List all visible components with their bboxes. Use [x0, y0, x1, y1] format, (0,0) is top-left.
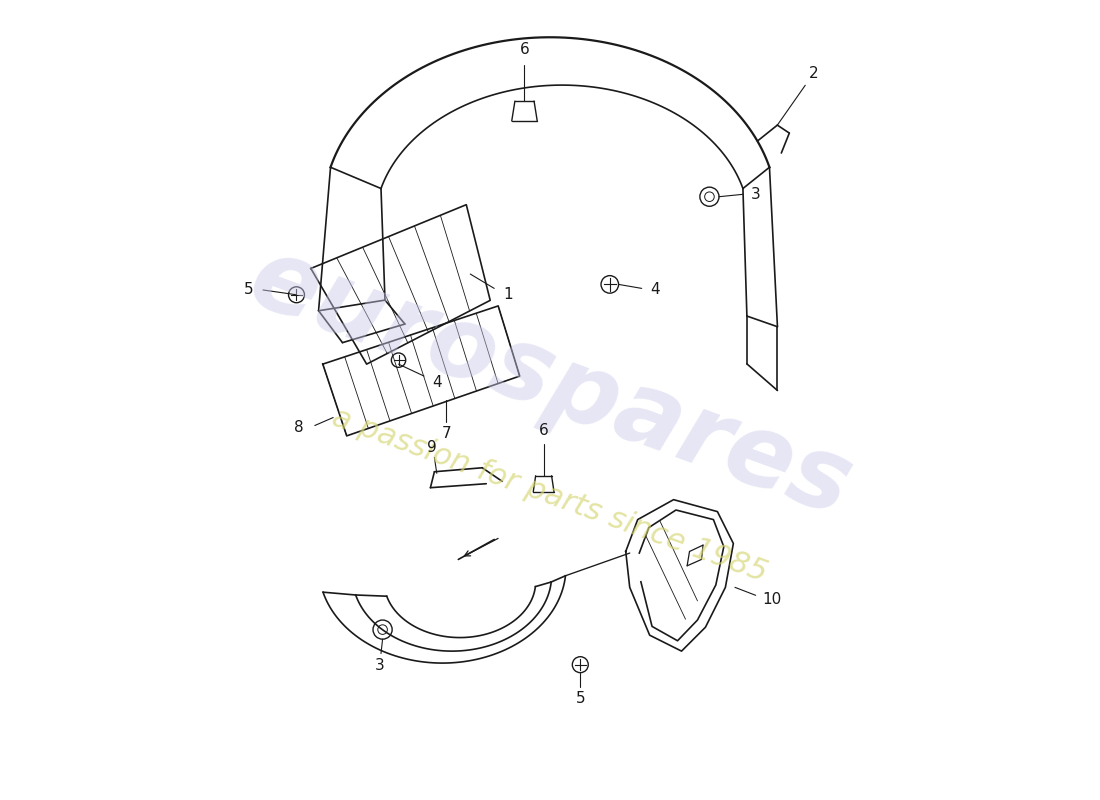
- Text: 3: 3: [374, 658, 384, 673]
- Text: 4: 4: [432, 375, 441, 390]
- Text: eurospares: eurospares: [236, 230, 864, 538]
- Text: a passion for parts since 1985: a passion for parts since 1985: [329, 403, 771, 588]
- Text: 3: 3: [751, 187, 760, 202]
- Text: 10: 10: [762, 592, 781, 607]
- Text: 9: 9: [427, 440, 437, 455]
- Text: 7: 7: [441, 426, 451, 441]
- Text: 8: 8: [294, 421, 304, 435]
- Text: 5: 5: [244, 282, 253, 298]
- Text: 5: 5: [575, 691, 585, 706]
- Text: 2: 2: [808, 66, 818, 81]
- Text: 6: 6: [539, 422, 549, 438]
- Text: 4: 4: [650, 282, 660, 298]
- Text: 6: 6: [519, 42, 529, 57]
- Text: 1: 1: [504, 287, 514, 302]
